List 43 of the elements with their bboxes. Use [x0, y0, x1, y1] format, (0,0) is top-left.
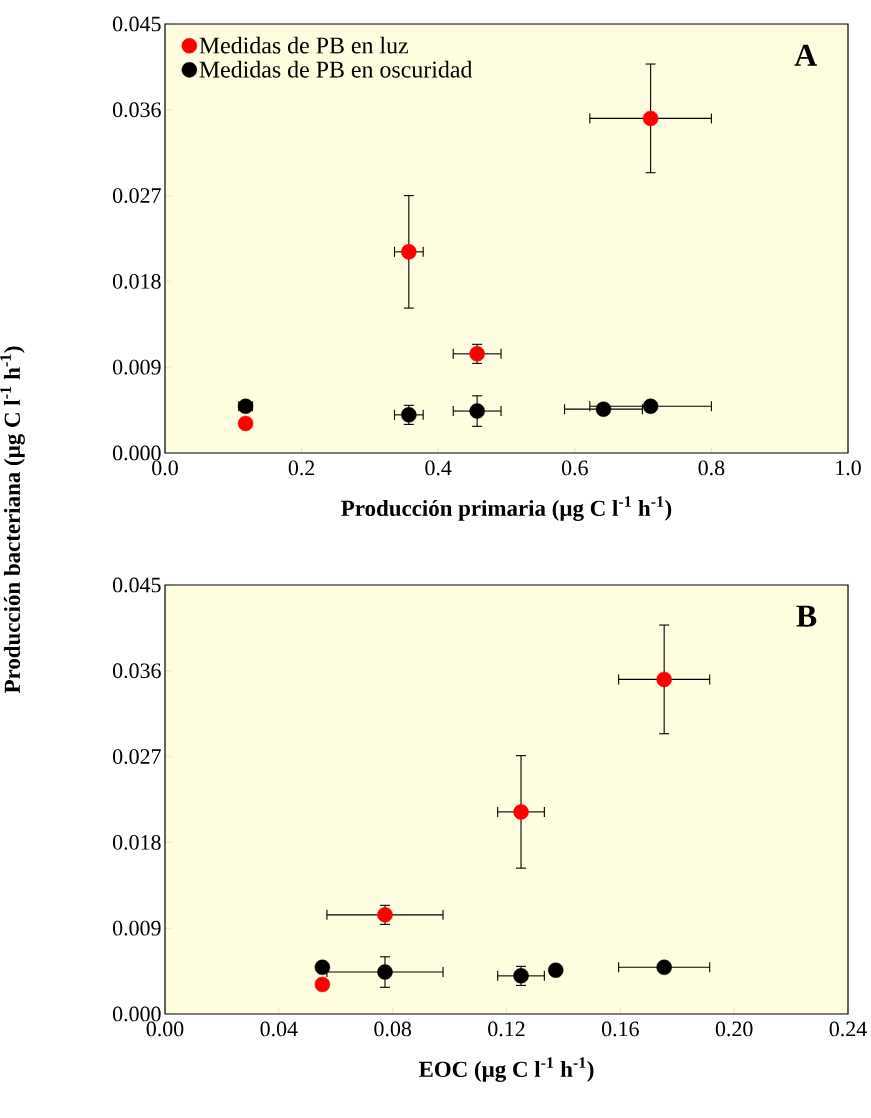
point	[642, 110, 659, 127]
annotation: B	[796, 605, 817, 627]
point	[469, 403, 485, 419]
y-tick-label: 0.027	[112, 749, 161, 765]
x-tick-label: 1.0	[836, 460, 861, 476]
x-axis-title: Producción primaria (µg C l$^{-1}$ h$^{-1}$)	[341, 496, 672, 521]
x-tick-label: 0.0	[152, 460, 178, 476]
y-tick-label: 0.009	[112, 359, 161, 375]
x-tick-label: 0.4	[425, 460, 452, 476]
point	[314, 959, 331, 975]
x-tick-label: 0.20	[715, 1021, 753, 1037]
point	[513, 804, 529, 820]
point	[401, 244, 417, 260]
x-tick-label: 0.24	[829, 1021, 867, 1037]
y-tick-label: 0.018	[112, 834, 161, 850]
legend-label: Medidas de PB en oscuridad	[199, 60, 473, 78]
y-tick-label: 0.045	[112, 16, 161, 32]
y-tick-label: 0.027	[112, 188, 161, 204]
y-tick-label: 0.045	[112, 577, 161, 593]
x-tick-label: 0.6	[561, 460, 588, 476]
point	[314, 976, 331, 993]
y-tick-label: 0.009	[112, 920, 161, 936]
x-tick-label: 0.12	[488, 1021, 525, 1037]
y-tick-label: 0.036	[112, 102, 161, 118]
point	[642, 398, 659, 414]
x-tick-label: 0.04	[260, 1021, 298, 1037]
y-tick-label: 0.000	[112, 1006, 161, 1022]
point	[656, 959, 672, 975]
x-axis-title: EOC (µg C l$^{-1}$ h$^{-1}$)	[418, 1057, 594, 1082]
y-axis-title: Producción bacteriana (µg C l$^{-1}$ h$^{-1}$)	[0, 346, 25, 694]
legend-label: Medidas de PB en luz	[199, 36, 409, 54]
annotation: A	[794, 44, 817, 66]
point	[237, 415, 254, 432]
x-tick-label: 0.2	[288, 460, 315, 476]
x-tick-label: 0.16	[601, 1021, 639, 1037]
point	[656, 671, 672, 688]
y-tick-label: 0.018	[112, 273, 161, 289]
x-tick-label: 0.8	[698, 460, 725, 476]
x-tick-label: 0.00	[146, 1021, 184, 1037]
point	[377, 964, 393, 980]
y-tick-label: 0.036	[112, 663, 161, 679]
y-tick-label: 0.000	[112, 445, 161, 461]
x-tick-label: 0.08	[374, 1021, 412, 1037]
